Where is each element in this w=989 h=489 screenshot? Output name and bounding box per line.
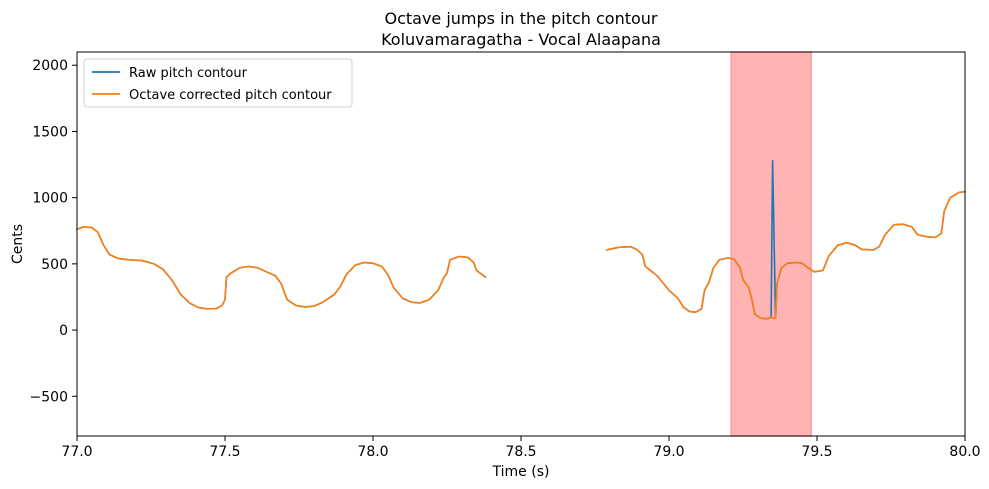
y-tick-label: 0: [59, 323, 68, 339]
series-layer: [77, 161, 965, 319]
chart-title: Octave jumps in the pitch contour: [384, 9, 657, 28]
plot-frame: [77, 52, 965, 436]
x-tick-label: 78.0: [357, 444, 388, 460]
raw-contour-line-0: [77, 227, 485, 309]
legend: Raw pitch contour Octave corrected pitch…: [84, 59, 352, 107]
y-tick-label: 2000: [32, 58, 68, 74]
y-axis-label: Cents: [10, 224, 26, 264]
x-tick-label: 77.0: [61, 444, 92, 460]
x-tick-label: 77.5: [209, 444, 240, 460]
legend-label-corrected: Octave corrected pitch contour: [129, 88, 332, 103]
y-axis: −500 0 500 1000 1500 2000: [30, 58, 77, 405]
x-tick-label: 79.5: [801, 444, 832, 460]
x-tick-label: 78.5: [505, 444, 536, 460]
y-tick-label: 500: [41, 257, 68, 273]
legend-label-raw: Raw pitch contour: [129, 66, 248, 81]
x-tick-label: 80.0: [949, 444, 980, 460]
y-tick-label: 1000: [32, 191, 68, 207]
chart-subtitle: Koluvamaragatha - Vocal Alaapana: [381, 30, 661, 49]
x-tick-label: 79.0: [653, 444, 684, 460]
corrected-contour-line-0: [77, 227, 485, 309]
y-tick-label: 1500: [32, 124, 68, 140]
x-axis-label: Time (s): [492, 464, 550, 480]
y-tick-label: −500: [30, 389, 68, 405]
x-axis: 77.0 77.5 78.0 78.5 79.0 79.5 80.0: [61, 436, 980, 460]
